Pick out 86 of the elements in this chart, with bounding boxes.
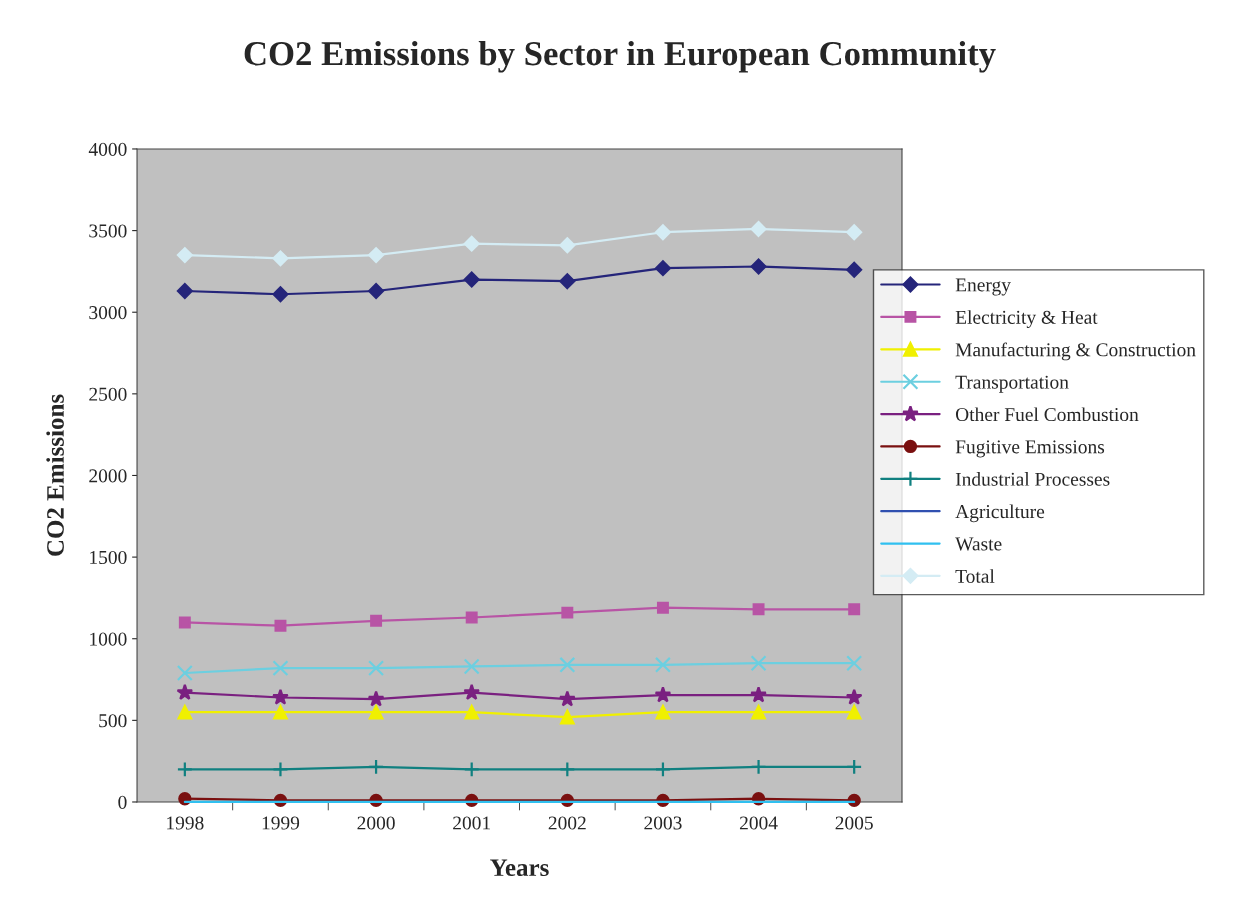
y-tick-label: 0 bbox=[118, 795, 127, 809]
point bbox=[654, 656, 671, 673]
point bbox=[178, 616, 191, 629]
point bbox=[463, 683, 481, 700]
point bbox=[558, 690, 576, 707]
point bbox=[463, 235, 480, 252]
legend-label: Manufacturing & Construction bbox=[955, 342, 1196, 361]
point bbox=[370, 614, 383, 627]
point bbox=[654, 686, 672, 703]
point bbox=[846, 224, 863, 241]
point bbox=[559, 273, 576, 290]
point bbox=[368, 660, 385, 677]
y-tick-label: 2500 bbox=[89, 387, 127, 401]
point bbox=[559, 237, 576, 254]
point bbox=[177, 704, 193, 720]
x-tick-label: 2005 bbox=[835, 816, 873, 830]
x-tick-label: 2001 bbox=[453, 816, 490, 830]
point bbox=[176, 283, 193, 299]
y-tick-label: 1000 bbox=[90, 632, 127, 646]
legend-label: Energy bbox=[955, 278, 1011, 296]
point bbox=[559, 656, 576, 673]
point bbox=[750, 758, 767, 775]
point bbox=[752, 603, 765, 616]
point bbox=[465, 611, 478, 624]
point bbox=[656, 601, 669, 614]
y-tick-label: 2000 bbox=[89, 469, 127, 483]
x-tick-label: 2000 bbox=[357, 816, 395, 830]
point bbox=[463, 271, 480, 288]
point bbox=[655, 704, 671, 720]
point bbox=[368, 283, 385, 299]
point bbox=[751, 704, 766, 720]
point bbox=[272, 688, 289, 705]
x-tick-label: 2002 bbox=[548, 816, 586, 830]
point bbox=[176, 761, 193, 778]
y-tick-label: 3000 bbox=[89, 306, 127, 320]
y-axis-title: CO2 Emissions bbox=[46, 394, 64, 556]
point bbox=[272, 250, 289, 267]
point bbox=[272, 761, 289, 778]
point bbox=[274, 619, 287, 632]
point bbox=[176, 664, 193, 682]
point bbox=[750, 655, 767, 672]
legend-label: Other Fuel Combustion bbox=[955, 407, 1139, 422]
chart-title: CO2 Emissions by Sector in European Community bbox=[244, 40, 996, 73]
point bbox=[654, 761, 671, 778]
point bbox=[561, 606, 574, 619]
point bbox=[848, 603, 861, 616]
point bbox=[463, 761, 480, 778]
point bbox=[368, 704, 384, 720]
point bbox=[750, 686, 767, 703]
point bbox=[176, 683, 194, 700]
point bbox=[272, 660, 289, 677]
point bbox=[464, 704, 480, 720]
legend-label: Agriculture bbox=[955, 504, 1045, 523]
x-tick-label: 2004 bbox=[739, 816, 778, 830]
legend-label: Electricity & Heat bbox=[955, 310, 1098, 328]
point bbox=[846, 655, 863, 672]
point bbox=[559, 761, 576, 778]
y-tick-label: 4000 bbox=[88, 142, 127, 156]
point bbox=[368, 247, 385, 264]
point bbox=[654, 224, 671, 241]
legend-label: Industrial Processes bbox=[955, 472, 1110, 486]
point bbox=[176, 247, 193, 264]
legend-label: Transportation bbox=[955, 375, 1069, 393]
x-tick-label: 1999 bbox=[262, 816, 300, 830]
point bbox=[846, 261, 863, 278]
x-tick-label: 2003 bbox=[644, 816, 682, 830]
legend-label: Total bbox=[955, 569, 995, 583]
point bbox=[750, 258, 767, 275]
y-tick-label: 500 bbox=[99, 714, 127, 728]
point bbox=[272, 286, 289, 303]
point bbox=[273, 704, 288, 720]
point bbox=[367, 690, 385, 707]
point bbox=[654, 260, 671, 277]
legend-label: Fugitive Emissions bbox=[955, 440, 1105, 458]
point bbox=[846, 704, 862, 720]
x-axis-title: Years bbox=[490, 859, 549, 877]
point bbox=[846, 758, 863, 775]
legend-label: Waste bbox=[955, 537, 1002, 551]
point bbox=[463, 658, 480, 675]
point bbox=[368, 758, 385, 775]
point bbox=[845, 688, 863, 705]
y-tick-label: 3500 bbox=[89, 224, 127, 238]
x-tick-label: 1998 bbox=[167, 816, 204, 830]
point bbox=[559, 709, 575, 725]
y-tick-label: 1500 bbox=[90, 550, 127, 565]
point bbox=[750, 220, 767, 237]
